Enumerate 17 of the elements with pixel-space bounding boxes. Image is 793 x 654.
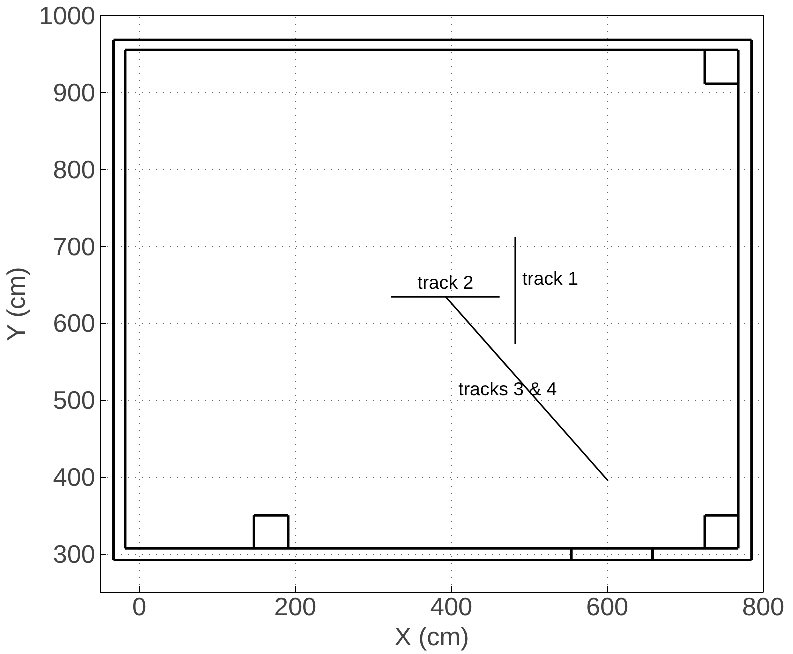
x-tick-label: 200 (274, 594, 317, 622)
x-tick-label: 800 (742, 594, 785, 622)
y-tick-label: 300 (53, 541, 96, 570)
y-tick-label: 900 (53, 79, 96, 108)
series-label: track 1 (522, 268, 578, 290)
x-tick-label: 0 (132, 594, 147, 622)
y-tick-label: 500 (53, 387, 96, 416)
y-tick-label: 1000 (39, 2, 96, 30)
y-axis-title: Y (cm) (3, 267, 32, 342)
y-tick-label: 600 (53, 310, 96, 338)
y-tick-label: 800 (53, 156, 96, 184)
x-tick-label: 400 (430, 594, 473, 622)
y-tick-label: 400 (53, 464, 96, 492)
x-tick-label: 600 (586, 594, 629, 622)
x-axis-title: X (cm) (394, 624, 470, 652)
series-label: track 2 (418, 272, 474, 294)
y-tick-label: 700 (53, 233, 96, 262)
